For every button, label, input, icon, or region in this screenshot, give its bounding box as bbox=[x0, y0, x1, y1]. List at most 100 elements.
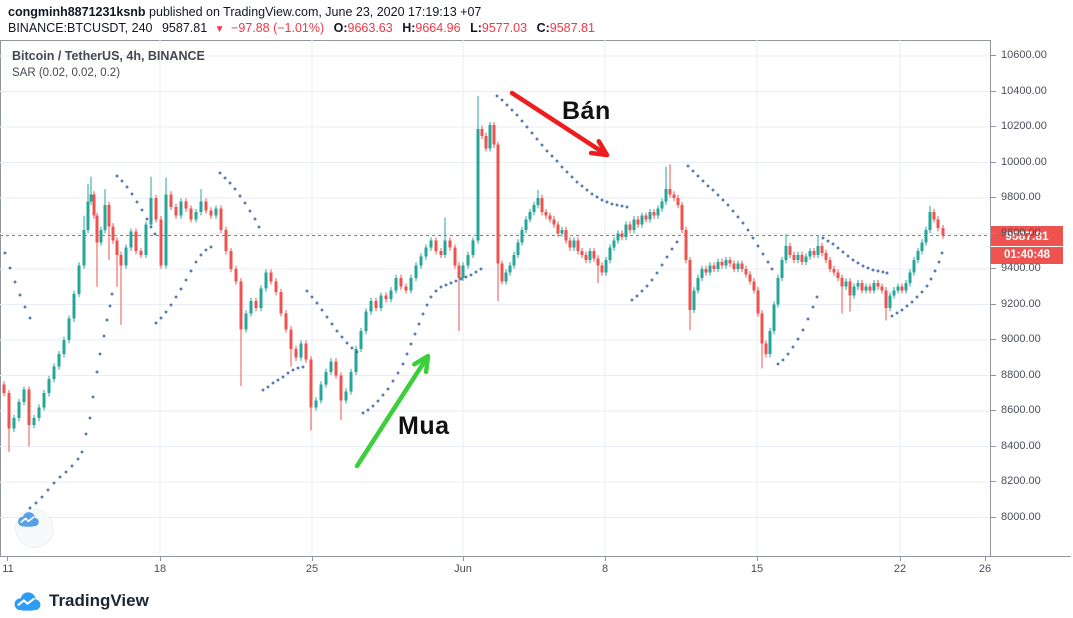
chart-plot-area[interactable]: Bitcoin / TetherUS, 4h, BINANCE SAR (0.0… bbox=[0, 40, 990, 556]
candle-body bbox=[648, 212, 652, 220]
candle-body bbox=[864, 286, 868, 291]
candle-body bbox=[471, 240, 475, 255]
candle-body bbox=[492, 125, 496, 145]
candle-down bbox=[204, 198, 208, 214]
candle-wick bbox=[841, 274, 843, 314]
candle-body bbox=[389, 290, 393, 300]
time-tick-mark bbox=[463, 557, 464, 561]
candle-down bbox=[27, 386, 31, 447]
candle-body bbox=[409, 277, 413, 291]
chart-legend-title[interactable]: Bitcoin / TetherUS, 4h, BINANCE bbox=[12, 49, 205, 63]
candle-down bbox=[592, 248, 596, 262]
time-tick-mark bbox=[900, 557, 901, 561]
candle-down bbox=[568, 237, 572, 251]
candle-up bbox=[488, 122, 492, 152]
candle-down bbox=[728, 256, 732, 267]
candle-body bbox=[712, 265, 716, 269]
sar-dots-segment bbox=[28, 292, 114, 510]
candle-body bbox=[184, 201, 188, 209]
candle-body bbox=[540, 197, 544, 213]
candle-down bbox=[279, 288, 283, 317]
candle-body bbox=[414, 265, 418, 278]
candle-up bbox=[194, 208, 198, 223]
candle-body bbox=[752, 281, 756, 291]
price-tick-label: 8400.00 bbox=[1001, 439, 1041, 452]
candle-up bbox=[42, 390, 46, 411]
candle-up bbox=[508, 262, 512, 276]
candle-up bbox=[72, 290, 76, 322]
candle-down bbox=[234, 265, 238, 285]
candle-body bbox=[22, 389, 26, 403]
candle-body bbox=[107, 205, 111, 227]
candle-down bbox=[836, 269, 840, 282]
candle-body bbox=[239, 281, 243, 330]
candle-body bbox=[704, 268, 708, 273]
candle-down bbox=[840, 274, 844, 314]
candle-body bbox=[796, 254, 800, 261]
candle-body bbox=[329, 361, 333, 372]
sar-dots-segment bbox=[3, 251, 32, 320]
buy-annotation-text[interactable]: Mua bbox=[398, 412, 450, 440]
tradingview-logo-icon[interactable] bbox=[12, 590, 42, 612]
candle-body bbox=[254, 300, 258, 309]
candle-up bbox=[708, 262, 712, 276]
candle-body bbox=[294, 348, 298, 358]
candle-up bbox=[37, 404, 41, 422]
time-axis[interactable]: 11 18 25 Jun 8 15 22 26 bbox=[0, 556, 1071, 582]
candle-body bbox=[139, 251, 143, 255]
candle-wick bbox=[108, 201, 110, 261]
candle-body bbox=[932, 212, 936, 220]
time-tick-mark bbox=[7, 557, 8, 561]
sar-dots-segment bbox=[305, 289, 359, 354]
sar-dots-segment bbox=[154, 245, 213, 325]
candle-body bbox=[640, 215, 644, 225]
candle-body bbox=[299, 343, 303, 358]
candle-down bbox=[820, 242, 824, 257]
candle-body bbox=[339, 375, 343, 401]
candle-body bbox=[2, 384, 6, 394]
candle-up bbox=[244, 310, 248, 333]
candle-up bbox=[409, 274, 413, 294]
candle-up bbox=[369, 297, 373, 315]
sar-dots-segment bbox=[630, 240, 679, 302]
high-label: H: bbox=[402, 21, 416, 35]
price-tick-label: 8000.00 bbox=[1001, 510, 1041, 523]
price-change: −97.88 (−1.01%) bbox=[231, 21, 325, 35]
price-axis[interactable]: 9587.81 01:40:48 10600.00 10400.00 10200.0… bbox=[990, 40, 1071, 556]
candle-wick bbox=[240, 278, 242, 387]
tradingview-wordmark[interactable]: TradingView bbox=[49, 591, 149, 610]
candle-body bbox=[672, 194, 676, 198]
candle-wick bbox=[96, 212, 98, 287]
candle-body bbox=[912, 260, 916, 273]
candle-body bbox=[941, 228, 945, 236]
candle-body bbox=[115, 240, 119, 255]
candle-body bbox=[57, 354, 61, 367]
sell-annotation-text[interactable]: Bán bbox=[562, 97, 611, 125]
candle-up bbox=[780, 256, 784, 282]
candle-body bbox=[620, 233, 624, 238]
candle-body bbox=[214, 208, 218, 216]
candle-body bbox=[872, 283, 876, 291]
candle-body bbox=[264, 272, 268, 289]
candle-body bbox=[768, 331, 772, 355]
candle-body bbox=[289, 329, 293, 349]
candle-down bbox=[274, 278, 278, 296]
candle-body bbox=[439, 251, 443, 255]
candle-down bbox=[339, 372, 343, 420]
candle-up bbox=[632, 216, 636, 234]
candle-body bbox=[476, 128, 480, 241]
candle-up bbox=[640, 212, 644, 228]
candle-up bbox=[536, 189, 540, 209]
candle-down bbox=[544, 208, 548, 219]
candle-up bbox=[354, 345, 358, 376]
candle-up bbox=[319, 381, 323, 404]
candle-up bbox=[344, 388, 348, 404]
candle-up bbox=[379, 292, 383, 312]
candle-down bbox=[936, 216, 940, 232]
candle-body bbox=[680, 205, 684, 230]
candle-body bbox=[359, 331, 363, 349]
indicator-legend-sar[interactable]: SAR (0.02, 0.02, 0.2) bbox=[12, 67, 121, 79]
candle-up bbox=[124, 244, 128, 269]
candle-body bbox=[556, 224, 560, 234]
